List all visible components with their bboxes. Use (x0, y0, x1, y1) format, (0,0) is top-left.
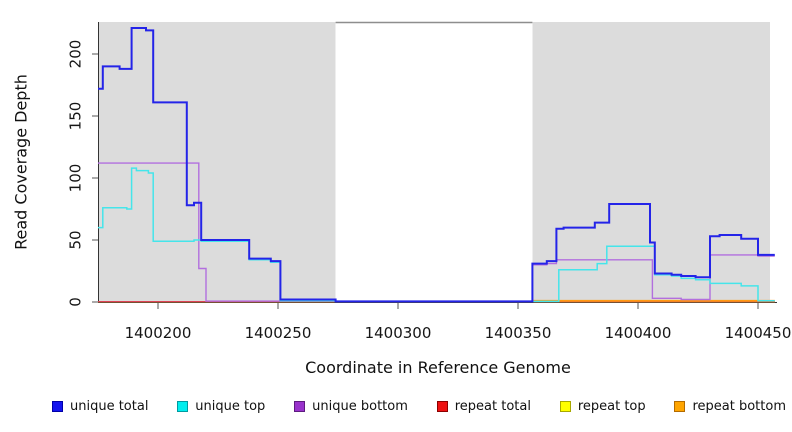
x-tick-label: 1400200 (125, 324, 192, 342)
shaded-region (98, 22, 336, 302)
legend-swatch-icon (674, 400, 686, 412)
legend-label: repeat total (454, 398, 531, 414)
legend-swatch-icon (294, 400, 306, 412)
x-tick-label: 1400250 (245, 324, 312, 342)
legend-item-repeat-bottom: repeat bottom (674, 399, 786, 414)
legend-item-unique-top: unique top (177, 399, 265, 414)
x-axis-title: Coordinate in Reference Genome (305, 358, 571, 377)
x-tick-label: 1400350 (485, 324, 552, 342)
x-tick-label: 1400300 (365, 324, 432, 342)
x-tick-label: 1400450 (725, 324, 792, 342)
y-tick-label: 150 (67, 102, 85, 131)
legend-swatch-icon (52, 400, 63, 412)
series-unique_top (98, 167, 775, 303)
legend: unique total unique top unique bottom repea… (52, 395, 786, 417)
x-tick-label: 1400400 (605, 324, 672, 342)
y-tick-label: 100 (67, 164, 85, 193)
plot-area: 1400200 1400250 1400300 1400350 1400400 14004… (67, 21, 792, 342)
y-tick-label: 200 (67, 40, 85, 69)
legend-swatch-icon (559, 400, 571, 412)
axis-lines (97, 22, 777, 304)
legend-label: repeat top (577, 398, 646, 414)
legend-item-unique-bottom: unique bottom (294, 399, 408, 414)
series-unique_total (98, 27, 775, 303)
legend-label: unique total (70, 398, 149, 414)
legend-item-repeat-top: repeat top (559, 398, 646, 414)
y-tick-label: 50 (67, 230, 85, 249)
legend-item-repeat-total: repeat total (436, 398, 531, 414)
legend-item-unique-total: unique total (52, 399, 148, 414)
legend-label: unique top (195, 398, 266, 414)
legend-label: repeat bottom (692, 398, 786, 414)
legend-label: unique bottom (312, 398, 408, 414)
legend-swatch-icon (436, 400, 448, 412)
y-tick-label: 0 (67, 297, 85, 307)
legend-swatch-icon (177, 400, 189, 412)
y-axis-title: Read Coverage Depth (11, 74, 31, 250)
